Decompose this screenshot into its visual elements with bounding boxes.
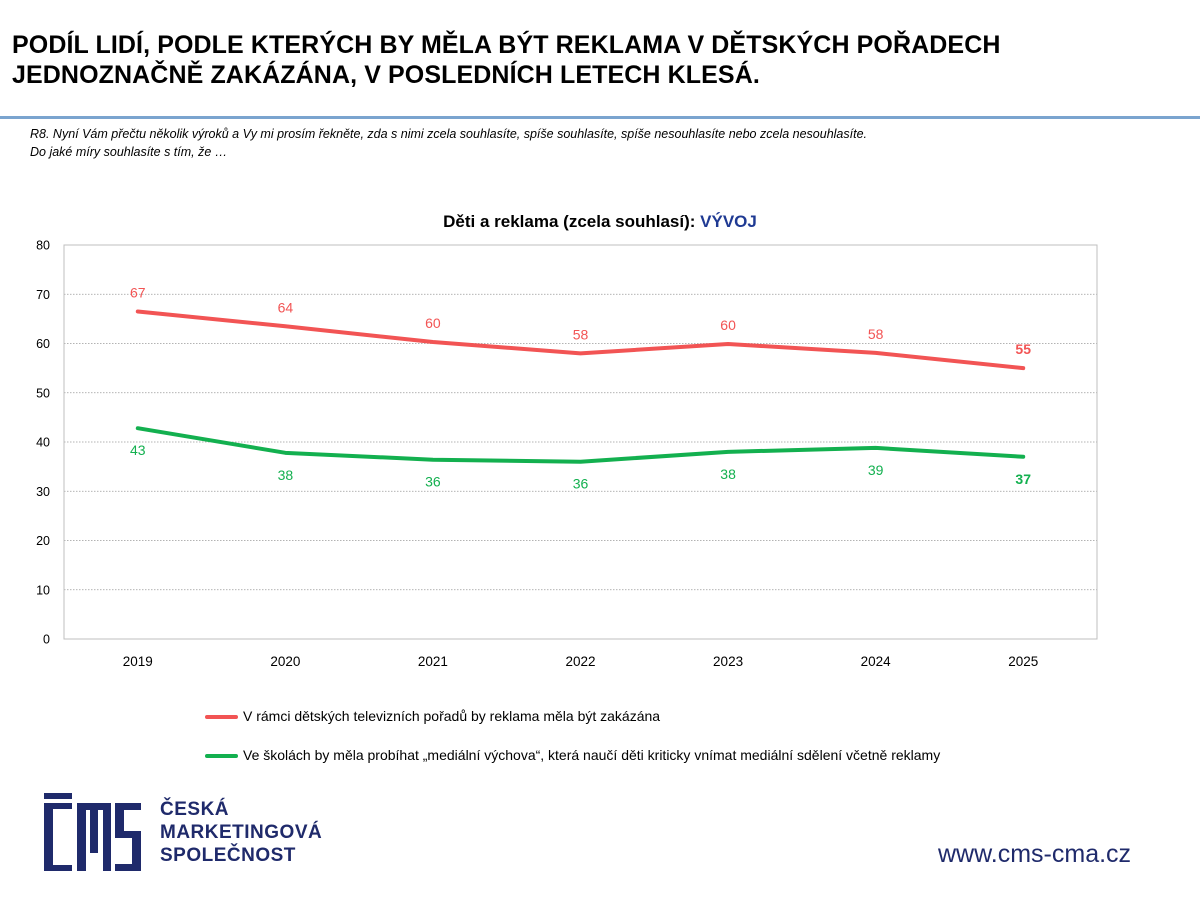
x-tick-label-2022: 2022 xyxy=(565,654,595,669)
plot-area-border xyxy=(63,244,1098,640)
cms-logo-icon xyxy=(44,793,141,871)
legend-label-tv-ban: V rámci dětských televizních pořadů by r… xyxy=(243,708,661,724)
data-label-s2-2019: 43 xyxy=(130,442,146,458)
page-title-line-2: JEDNOZNAČNĚ ZAKÁZÁNA, V POSLEDNÍCH LETEC… xyxy=(12,61,760,89)
data-label-s2-2022: 36 xyxy=(573,476,589,492)
data-label-s2-2021: 36 xyxy=(425,474,441,490)
x-tick-label-2024: 2024 xyxy=(861,654,892,669)
survey-question-line-1: R8. Nyní Vám přečtu několik výroků a Vy … xyxy=(30,127,867,141)
data-label-s2-2020: 38 xyxy=(278,467,294,483)
x-tick-label-2019: 2019 xyxy=(123,654,153,669)
legend-swatch-red xyxy=(205,715,238,719)
line-chart: 0 10 20 30 40 50 60 70 80 2019 2020 2021 2022 2023 202… xyxy=(36,239,1098,669)
series-line-1 xyxy=(135,309,1026,371)
chart-legend: V rámci dětských televizních pořadů by r… xyxy=(205,705,940,783)
legend-item-media-education: Ve školách by měla probíhat „mediální vý… xyxy=(205,744,940,766)
data-label-s1-2022: 58 xyxy=(573,326,589,342)
title-divider xyxy=(0,116,1200,119)
y-tick-label: 20 xyxy=(36,534,50,548)
y-tick-label: 70 xyxy=(36,288,50,302)
data-label-s1-2023: 60 xyxy=(720,317,736,333)
page-title: PODÍL LIDÍ, PODLE KTERÝCH BY MĚLA BÝT RE… xyxy=(12,30,1182,90)
logo-wordmark: ČESKÁ MARKETINGOVÁ SPOLEČNOST xyxy=(160,798,322,867)
y-tick-label: 30 xyxy=(36,485,50,499)
data-label-s2-2024: 39 xyxy=(868,462,884,478)
x-tick-label-2023: 2023 xyxy=(713,654,743,669)
survey-question-line-2: Do jaké míry souhlasíte s tím, že … xyxy=(30,145,228,159)
page-title-line-1: PODÍL LIDÍ, PODLE KTERÝCH BY MĚLA BÝT RE… xyxy=(12,31,1001,59)
data-label-s1-2024: 58 xyxy=(868,326,884,342)
x-tick-label-2021: 2021 xyxy=(418,654,448,669)
logo-line-2: MARKETINGOVÁ xyxy=(160,822,323,843)
x-tick-label-2020: 2020 xyxy=(270,654,300,669)
y-tick-label: 60 xyxy=(36,337,50,351)
data-label-s1-2019: 67 xyxy=(130,284,146,300)
legend-swatch-green xyxy=(205,754,238,758)
x-tick-label-2025: 2025 xyxy=(1008,654,1038,669)
y-tick-label: 10 xyxy=(36,583,50,597)
data-label-s2-2025: 37 xyxy=(1015,471,1031,487)
data-label-s1-2021: 60 xyxy=(425,315,441,331)
legend-label-media-education: Ve školách by měla probíhat „mediální vý… xyxy=(243,747,941,763)
chart-title-accent: VÝVOJ xyxy=(700,212,757,231)
data-label-s2-2023: 38 xyxy=(720,466,736,482)
y-tick-label: 50 xyxy=(36,386,50,400)
logo-line-1: ČESKÁ xyxy=(160,799,230,820)
logo-line-3: SPOLEČNOST xyxy=(160,845,296,866)
survey-question: R8. Nyní Vám přečtu několik výroků a Vy … xyxy=(30,125,867,161)
chart-title: Děti a reklama (zcela souhlasí): VÝVOJ xyxy=(0,212,1200,232)
y-tick-label: 0 xyxy=(43,633,50,647)
website-link[interactable]: www.cms-cma.cz xyxy=(938,840,1132,868)
data-label-s1-2020: 64 xyxy=(278,299,294,315)
series-line-2 xyxy=(135,426,1026,464)
data-label-s1-2025: 55 xyxy=(1015,341,1031,357)
legend-item-tv-ban: V rámci dětských televizních pořadů by r… xyxy=(205,705,940,727)
y-tick-label: 40 xyxy=(36,436,50,450)
y-tick-label: 80 xyxy=(36,239,50,253)
chart-title-text: Děti a reklama (zcela souhlasí): xyxy=(443,212,701,231)
